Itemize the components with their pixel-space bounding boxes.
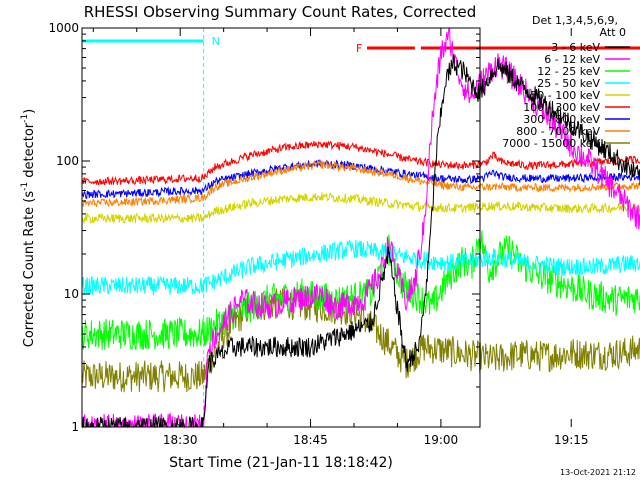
x-axis-label: Start Time (21-Jan-11 18:18:42) <box>169 455 393 471</box>
series-line-25-50keV <box>81 239 640 296</box>
y-axis: 1 10 100 1000 <box>48 21 480 434</box>
plot-frame <box>81 27 481 428</box>
x-tick-label: 18:45 <box>293 433 328 447</box>
legend-label: 300 - 800 keV <box>523 113 600 126</box>
legend-header-line: Det 1,3,4,5,6,9, <box>532 14 618 27</box>
legend-label: 50 - 100 keV <box>530 89 600 102</box>
x-tick-label: 19:15 <box>554 433 589 447</box>
series-line-800-7000keV <box>81 159 640 208</box>
x-tick-label: 19:00 <box>424 433 459 447</box>
y-axis-label-part3: ) <box>22 109 37 114</box>
y-axis-label: Corrected Count Rate (s-1 detector-1) <box>20 109 37 347</box>
y-axis-label-part2: detector <box>22 122 37 182</box>
footer-date: 13-Oct-2021 21:12 <box>560 468 636 477</box>
legend-label: 800 - 7000 keV <box>516 125 600 138</box>
flag-label-N: N <box>212 35 220 48</box>
y-axis-label-sup2: -1 <box>20 114 30 123</box>
legend-label: 12 - 25 keV <box>537 65 600 78</box>
series-line-100-300keV <box>81 140 640 186</box>
legend-label: 25 - 50 keV <box>537 77 600 90</box>
y-axis-label-part1: Corrected Count Rate (s <box>22 191 37 348</box>
legend-label: 6 - 12 keV <box>544 53 600 66</box>
legend-label: 7000 - 15000 keV <box>502 137 600 150</box>
plot-area: NF <box>81 27 640 429</box>
series-line-7000-15000keV <box>81 288 640 393</box>
x-tick-label: 18:30 <box>163 433 198 447</box>
y-tick-label: 1000 <box>48 21 79 35</box>
y-tick-label: 10 <box>64 287 79 301</box>
legend-label: 100 - 300 keV <box>523 101 600 114</box>
series-line-3-6keV <box>81 54 640 429</box>
series-line-6-12keV <box>82 27 640 429</box>
y-axis-label-sup1: -1 <box>20 182 30 191</box>
series-line-50-100keV <box>81 192 640 225</box>
chart-title: RHESSI Observing Summary Count Rates, Co… <box>84 3 477 21</box>
series-line-300-800keV <box>81 159 640 200</box>
flag-label-F: F <box>356 42 362 55</box>
y-tick-label: 1 <box>71 420 79 434</box>
legend-label: 3 - 6 keV <box>551 41 600 54</box>
legend-header-line: Att 0 <box>600 26 626 39</box>
y-tick-label: 100 <box>56 154 79 168</box>
